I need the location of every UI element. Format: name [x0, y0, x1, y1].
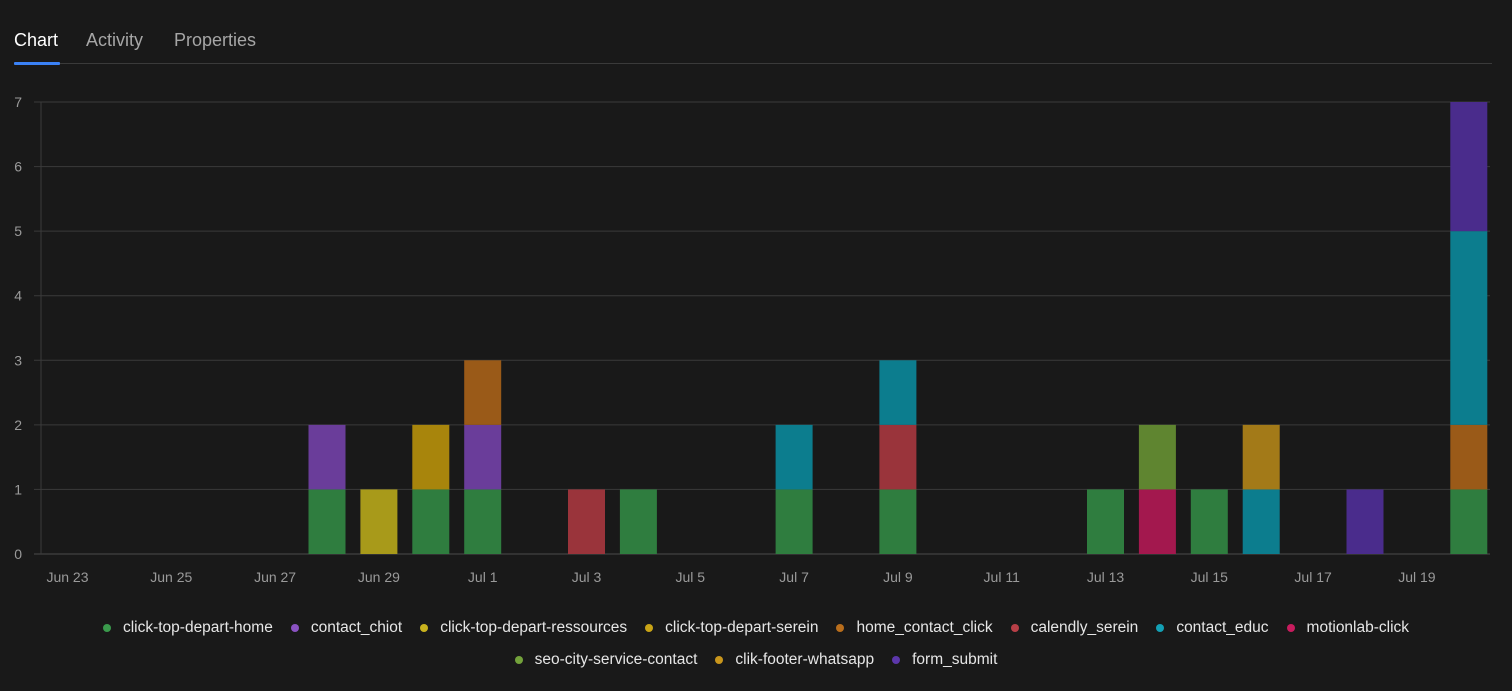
- legend-label: home_contact_click: [856, 619, 993, 636]
- legend-label: click-top-depart-ressources: [440, 619, 628, 636]
- legend-item[interactable]: home_contact_click: [836, 619, 993, 637]
- legend-label: form_submit: [912, 651, 998, 668]
- bar-segment: [464, 489, 502, 554]
- bar-segment: [1138, 489, 1176, 554]
- y-tick-label: 5: [14, 223, 22, 239]
- legend-item[interactable]: contact_educ: [1156, 619, 1269, 637]
- x-tick-label: Jun 25: [150, 569, 192, 585]
- bar-segment: [1242, 424, 1280, 490]
- legend-row: click-top-depart-home contact_chiot click-…: [0, 612, 1512, 644]
- legend-item[interactable]: motionlab-click: [1286, 619, 1410, 637]
- legend-label: click-top-depart-home: [122, 619, 273, 636]
- bar-segment: [308, 424, 346, 490]
- chart-legend: click-top-depart-home contact_chiot click-…: [0, 612, 1512, 676]
- legend-dot-icon: [1286, 624, 1295, 632]
- active-tab-indicator: [14, 62, 60, 65]
- x-tick-label: Jul 11: [984, 569, 1021, 585]
- legend-dot-icon: [645, 624, 654, 632]
- tab-bar-divider: [14, 63, 1492, 64]
- x-tick-label: Jul 3: [572, 569, 602, 585]
- bar-segment: [1450, 102, 1488, 232]
- bar-segment: [412, 489, 450, 554]
- legend-item[interactable]: contact_chiot: [290, 619, 403, 637]
- legend-label: contact_educ: [1176, 619, 1269, 636]
- legend-dot-icon: [420, 624, 429, 632]
- bar-segment: [360, 489, 398, 554]
- bar-segment: [412, 424, 450, 490]
- x-tick-label: Jul 15: [1191, 569, 1229, 585]
- tab-bar: Chart Activity Properties: [0, 0, 1492, 65]
- legend-item[interactable]: click-top-depart-home: [102, 619, 273, 637]
- bar-segment: [464, 360, 502, 425]
- legend-item[interactable]: form_submit: [892, 651, 997, 669]
- y-tick-label: 1: [14, 481, 22, 497]
- y-tick-label: 0: [14, 546, 22, 562]
- legend-item[interactable]: seo-city-service-contact: [514, 651, 698, 669]
- bar-segment: [464, 424, 502, 490]
- legend-item[interactable]: click-top-depart-serein: [645, 619, 818, 637]
- legend-dot-icon: [102, 624, 111, 632]
- legend-dot-icon: [1010, 624, 1019, 632]
- legend-dot-icon: [892, 656, 901, 664]
- bar-segment: [879, 424, 917, 490]
- x-tick-label: Jun 23: [46, 569, 88, 585]
- tab-properties[interactable]: Properties: [174, 30, 257, 50]
- bar-segment: [568, 489, 605, 554]
- y-tick-label: 7: [14, 94, 22, 110]
- legend-item[interactable]: calendly_serein: [1010, 619, 1139, 637]
- bar-segment: [308, 489, 346, 554]
- stacked-bar-chart: 0 1 2 3 4 5 6 7 Jun 23 Jun 25 Jun 27 Jun 29 Jul 1 Jul…: [14, 94, 1490, 585]
- legend-dot-icon: [514, 656, 523, 664]
- bar-segment: [1450, 489, 1488, 554]
- x-tick-label: Jul 17: [1294, 569, 1332, 585]
- bar-segment: [1087, 489, 1124, 554]
- x-tick-label: Jul 9: [883, 569, 913, 585]
- legend-row: seo-city-service-contact clik-footer-what…: [0, 644, 1512, 676]
- legend-label: calendly_serein: [1030, 619, 1139, 636]
- legend-label: seo-city-service-contact: [534, 651, 698, 668]
- bar-segment: [1450, 231, 1488, 425]
- bar-segment: [1138, 424, 1176, 490]
- bar-segment: [879, 489, 917, 554]
- x-tick-label: Jun 29: [358, 569, 400, 585]
- bar-segment: [775, 424, 813, 490]
- bar-segment: [1190, 489, 1228, 554]
- legend-dot-icon: [290, 624, 299, 632]
- tab-chart[interactable]: Chart: [14, 30, 59, 50]
- tab-activity[interactable]: Activity: [86, 30, 144, 50]
- bar-segment: [879, 360, 917, 425]
- legend-label: contact_chiot: [310, 619, 403, 636]
- x-tick-label: Jun 27: [254, 569, 296, 585]
- legend-label: motionlab-click: [1306, 619, 1410, 636]
- x-tick-label: Jul 13: [1087, 569, 1125, 585]
- legend-item[interactable]: click-top-depart-ressources: [420, 619, 627, 637]
- x-tick-label: Jul 5: [676, 569, 706, 585]
- y-tick-label: 4: [14, 288, 22, 304]
- legend-item[interactable]: clik-footer-whatsapp: [715, 651, 874, 669]
- x-tick-label: Jul 7: [779, 569, 809, 585]
- y-tick-label: 3: [14, 352, 22, 368]
- bar-segment: [1450, 424, 1488, 490]
- bar-segment: [1346, 489, 1384, 554]
- legend-dot-icon: [715, 656, 724, 664]
- legend-dot-icon: [1156, 624, 1165, 632]
- bar-segment: [619, 489, 657, 554]
- bar-segment: [775, 489, 813, 554]
- y-tick-label: 6: [14, 159, 22, 175]
- x-tick-label: Jul 19: [1398, 569, 1436, 585]
- y-tick-label: 2: [14, 417, 22, 433]
- legend-label: click-top-depart-serein: [665, 619, 819, 636]
- legend-label: clik-footer-whatsapp: [735, 651, 875, 668]
- bar-segment: [1242, 489, 1280, 554]
- legend-dot-icon: [836, 624, 845, 632]
- x-tick-label: Jul 1: [468, 569, 498, 585]
